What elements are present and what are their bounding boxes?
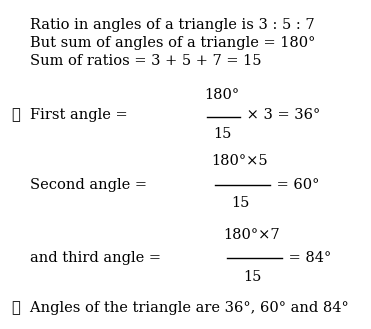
Text: = 84°: = 84° bbox=[284, 251, 331, 265]
Text: Second angle =: Second angle = bbox=[30, 178, 152, 192]
Text: 180°×5: 180°×5 bbox=[212, 154, 268, 168]
Text: Sum of ratios = 3 + 5 + 7 = 15: Sum of ratios = 3 + 5 + 7 = 15 bbox=[30, 54, 262, 68]
Text: and third angle =: and third angle = bbox=[30, 251, 165, 265]
Text: But sum of angles of a triangle = 180°: But sum of angles of a triangle = 180° bbox=[30, 36, 315, 50]
Text: 180°: 180° bbox=[204, 88, 240, 102]
Text: ∴  First angle =: ∴ First angle = bbox=[12, 108, 132, 122]
Text: 15: 15 bbox=[243, 270, 261, 284]
Text: = 60°: = 60° bbox=[272, 178, 319, 192]
Text: ∴  Angles of the triangle are 36°, 60° and 84°: ∴ Angles of the triangle are 36°, 60° an… bbox=[12, 301, 349, 315]
Text: Ratio in angles of a triangle is 3 : 5 : 7: Ratio in angles of a triangle is 3 : 5 :… bbox=[30, 18, 315, 32]
Text: 15: 15 bbox=[231, 196, 249, 210]
Text: × 3 = 36°: × 3 = 36° bbox=[242, 108, 320, 122]
Text: 180°×7: 180°×7 bbox=[224, 228, 280, 242]
Text: 15: 15 bbox=[213, 127, 231, 141]
